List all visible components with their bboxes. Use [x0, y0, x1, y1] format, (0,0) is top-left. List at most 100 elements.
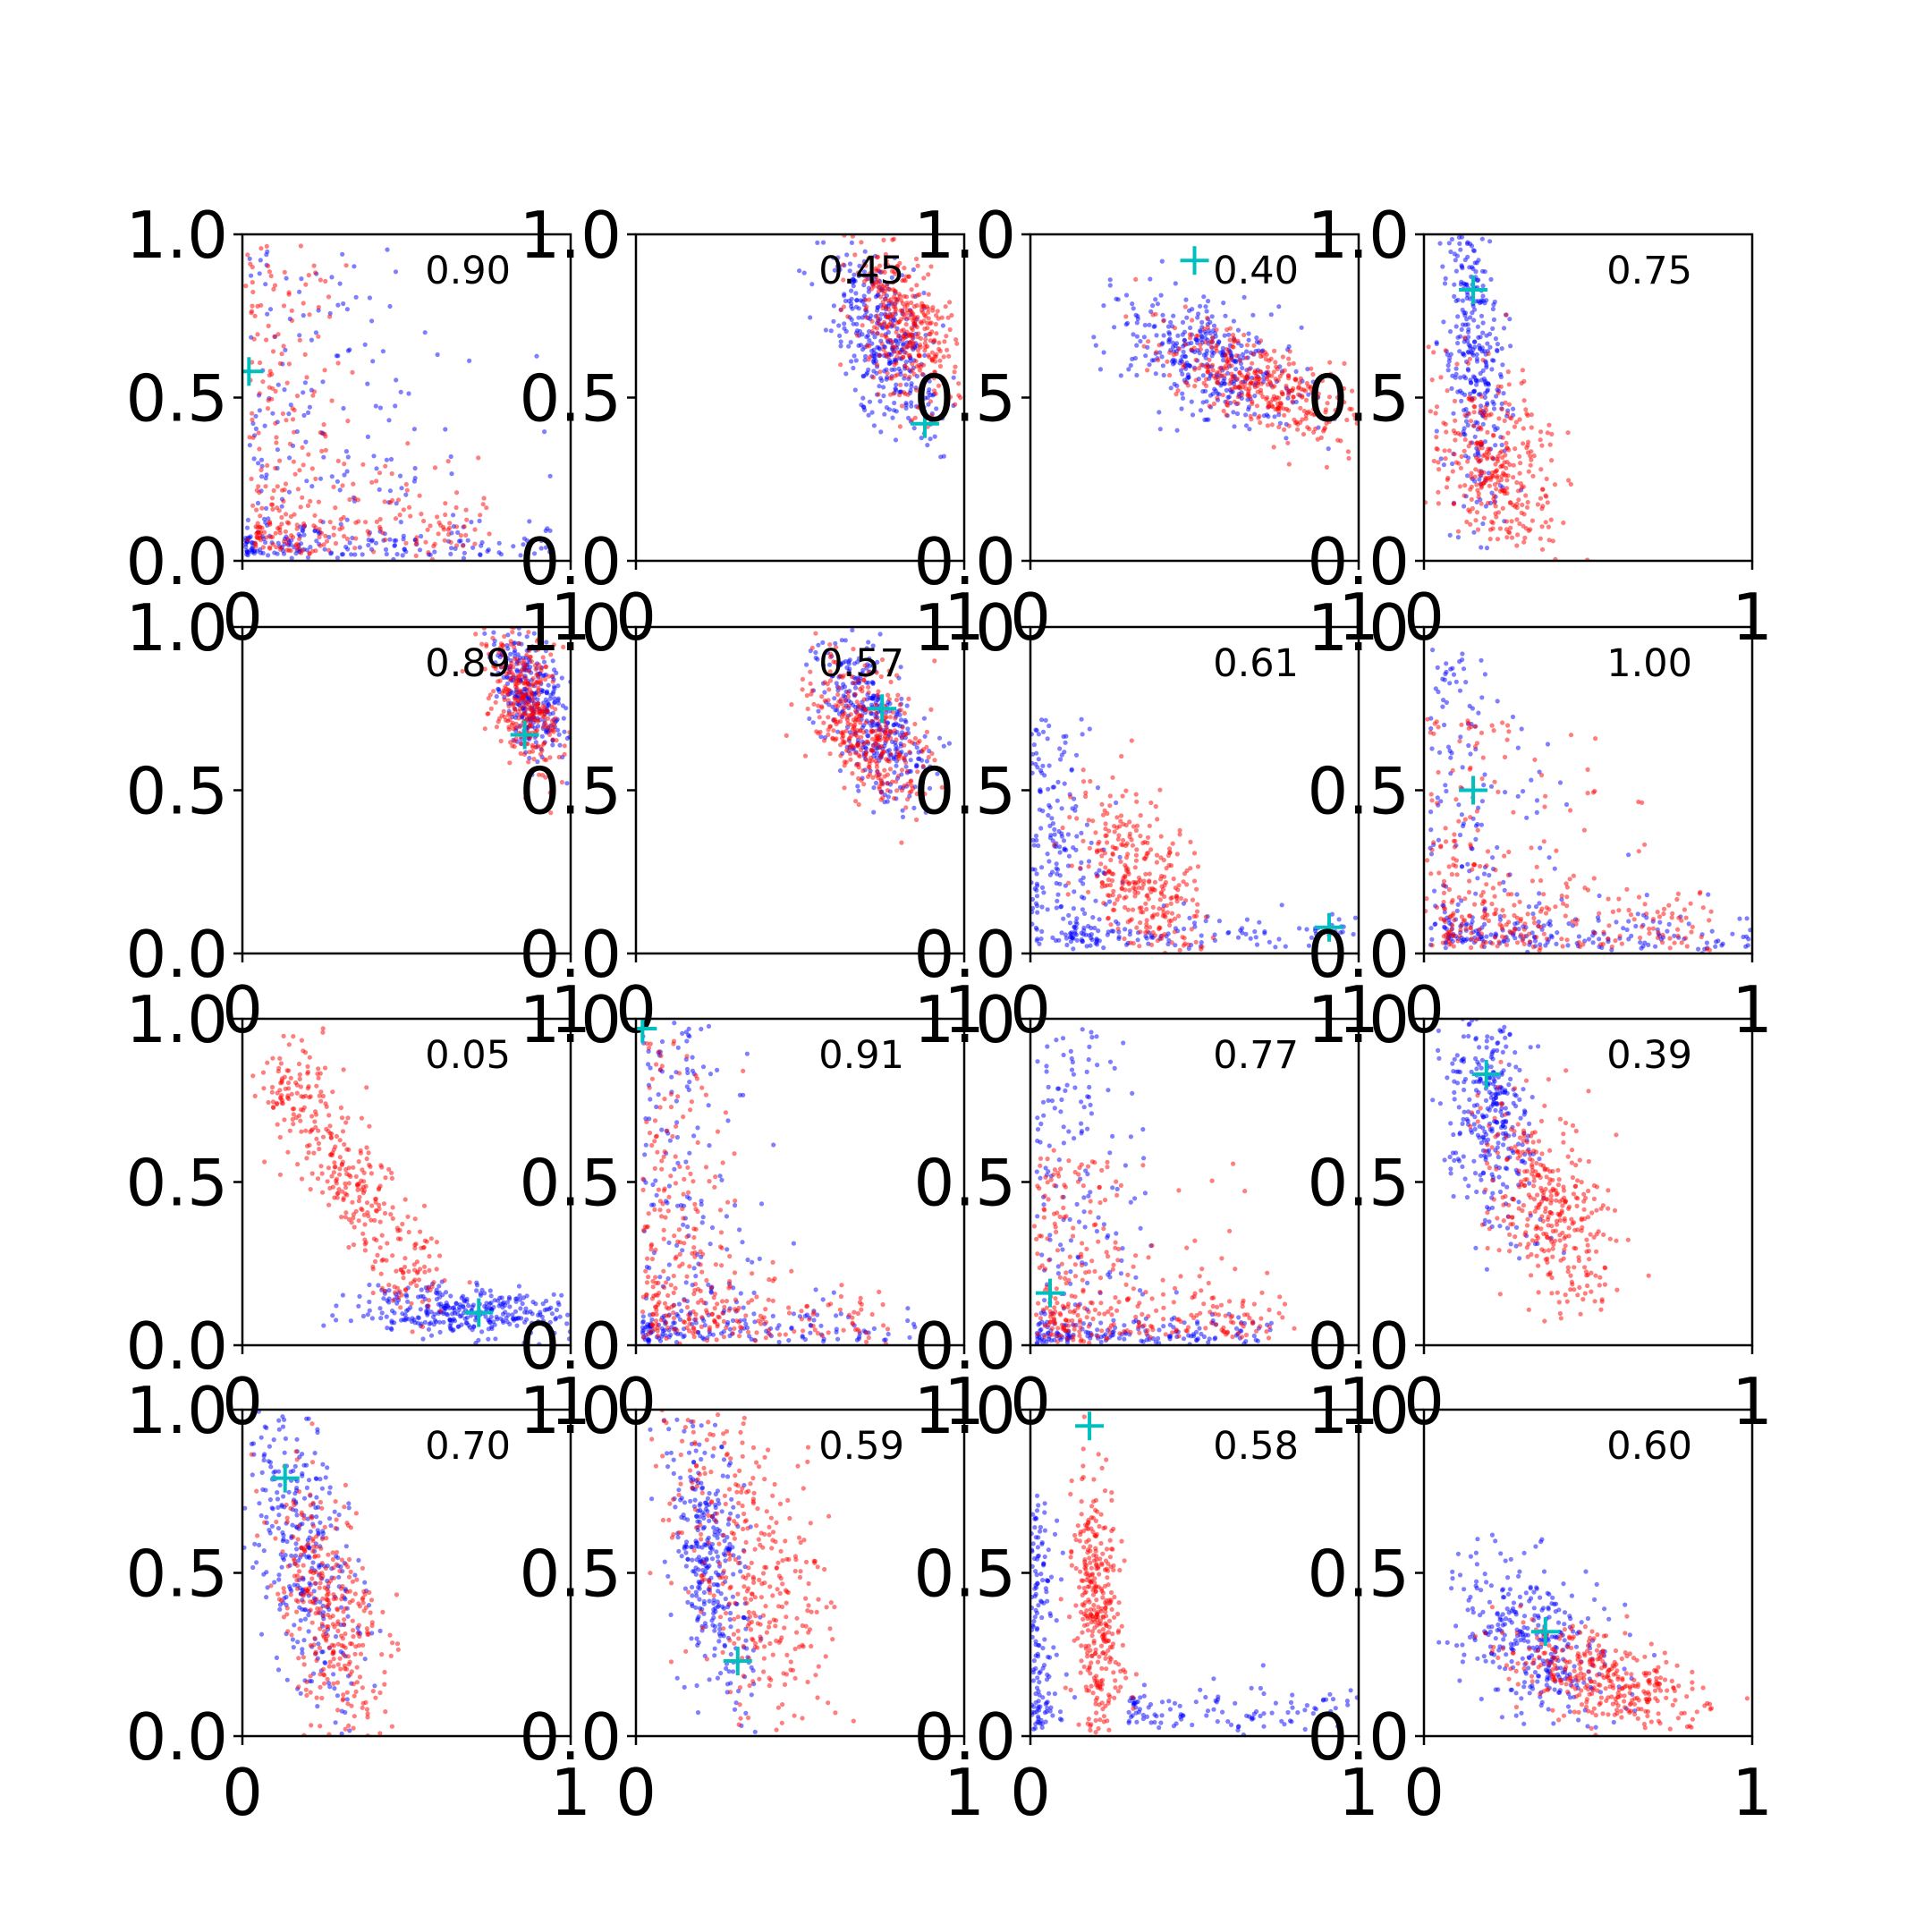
blue-point: [1437, 241, 1443, 246]
red-point: [1195, 864, 1201, 869]
blue-point: [921, 802, 927, 809]
red-point: [1241, 332, 1247, 338]
red-point: [286, 521, 292, 526]
red-point: [269, 502, 275, 507]
blue-point: [807, 716, 812, 722]
blue-point: [852, 685, 859, 691]
blue-point: [1231, 318, 1236, 324]
blue-point: [555, 696, 561, 701]
red-point: [1296, 392, 1301, 397]
red-point: [307, 551, 312, 556]
red-point: [506, 713, 512, 718]
blue-point: [1462, 376, 1469, 381]
blue-point: [1167, 336, 1173, 342]
red-point: [1145, 893, 1150, 898]
red-point: [848, 712, 853, 717]
red-point: [1110, 775, 1115, 780]
blue-point: [1429, 936, 1435, 942]
red-point: [926, 306, 931, 311]
red-point: [1441, 420, 1446, 426]
blue-point: [1254, 335, 1259, 341]
red-point: [1549, 431, 1555, 436]
blue-point: [1449, 386, 1454, 391]
blue-point: [874, 750, 880, 756]
red-point: [1487, 483, 1492, 488]
red-point: [1503, 400, 1508, 405]
blue-point: [251, 548, 257, 555]
cyan-plus-marker: [1314, 912, 1343, 942]
blue-point: [1072, 889, 1077, 894]
red-point: [1134, 847, 1140, 852]
blue-point: [344, 307, 350, 312]
blue-point: [1460, 657, 1465, 663]
red-point: [1453, 460, 1459, 465]
red-point: [953, 364, 958, 369]
red-point: [902, 732, 908, 737]
blue-point: [394, 552, 400, 557]
blue-point: [1160, 363, 1165, 369]
blue-point: [530, 644, 535, 649]
red-point: [321, 422, 326, 428]
red-point: [317, 534, 322, 540]
red-point: [1106, 869, 1112, 874]
red-point: [1514, 517, 1520, 522]
red-point: [859, 240, 864, 245]
blue-point: [919, 390, 924, 395]
red-point: [1217, 366, 1223, 371]
blue-point: [547, 528, 553, 533]
y-tick-label: 1.0: [913, 590, 1016, 665]
blue-point: [1447, 748, 1453, 754]
red-point: [1127, 887, 1132, 893]
red-point: [1093, 830, 1098, 835]
red-point: [549, 704, 555, 709]
red-point: [1327, 360, 1333, 365]
red-point: [1493, 462, 1498, 467]
blue-point: [822, 690, 827, 695]
red-point: [1485, 500, 1491, 506]
blue-point: [1170, 344, 1176, 350]
blue-point: [1467, 703, 1472, 709]
blue-point: [259, 474, 265, 479]
red-point: [532, 663, 538, 668]
y-tick-label: 1.0: [125, 590, 228, 665]
red-point: [1275, 377, 1281, 383]
red-point: [1505, 430, 1511, 436]
red-point: [845, 721, 851, 726]
blue-point: [505, 632, 511, 638]
blue-point: [1468, 377, 1473, 383]
blue-point: [864, 646, 869, 651]
blue-point: [387, 537, 393, 542]
blue-point: [1272, 414, 1277, 419]
blue-point: [312, 529, 318, 534]
blue-point: [1428, 716, 1434, 721]
blue-point: [1235, 935, 1241, 940]
red-point: [493, 666, 498, 672]
blue-point: [1051, 784, 1056, 790]
red-point: [1139, 905, 1144, 911]
blue-point: [350, 535, 355, 541]
blue-point: [870, 663, 876, 668]
blue-point: [1529, 777, 1534, 783]
blue-point: [1503, 790, 1508, 795]
blue-point: [435, 352, 440, 358]
red-point: [295, 547, 301, 552]
blue-point: [329, 275, 335, 280]
red-point: [506, 724, 512, 730]
blue-point: [345, 454, 351, 460]
blue-point: [335, 302, 341, 308]
blue-point: [924, 758, 929, 764]
red-point: [1495, 456, 1500, 462]
red-point: [1345, 449, 1351, 454]
red-point: [1203, 340, 1208, 345]
red-point: [1434, 404, 1440, 410]
blue-point: [532, 551, 538, 556]
red-point: [1201, 326, 1207, 332]
red-point: [473, 631, 479, 637]
red-point: [1144, 851, 1149, 856]
red-point: [279, 487, 285, 493]
blue-point: [1244, 917, 1250, 922]
blue-point: [1101, 945, 1106, 951]
red-point: [1517, 521, 1522, 527]
red-point: [550, 674, 555, 679]
red-point: [454, 524, 460, 530]
